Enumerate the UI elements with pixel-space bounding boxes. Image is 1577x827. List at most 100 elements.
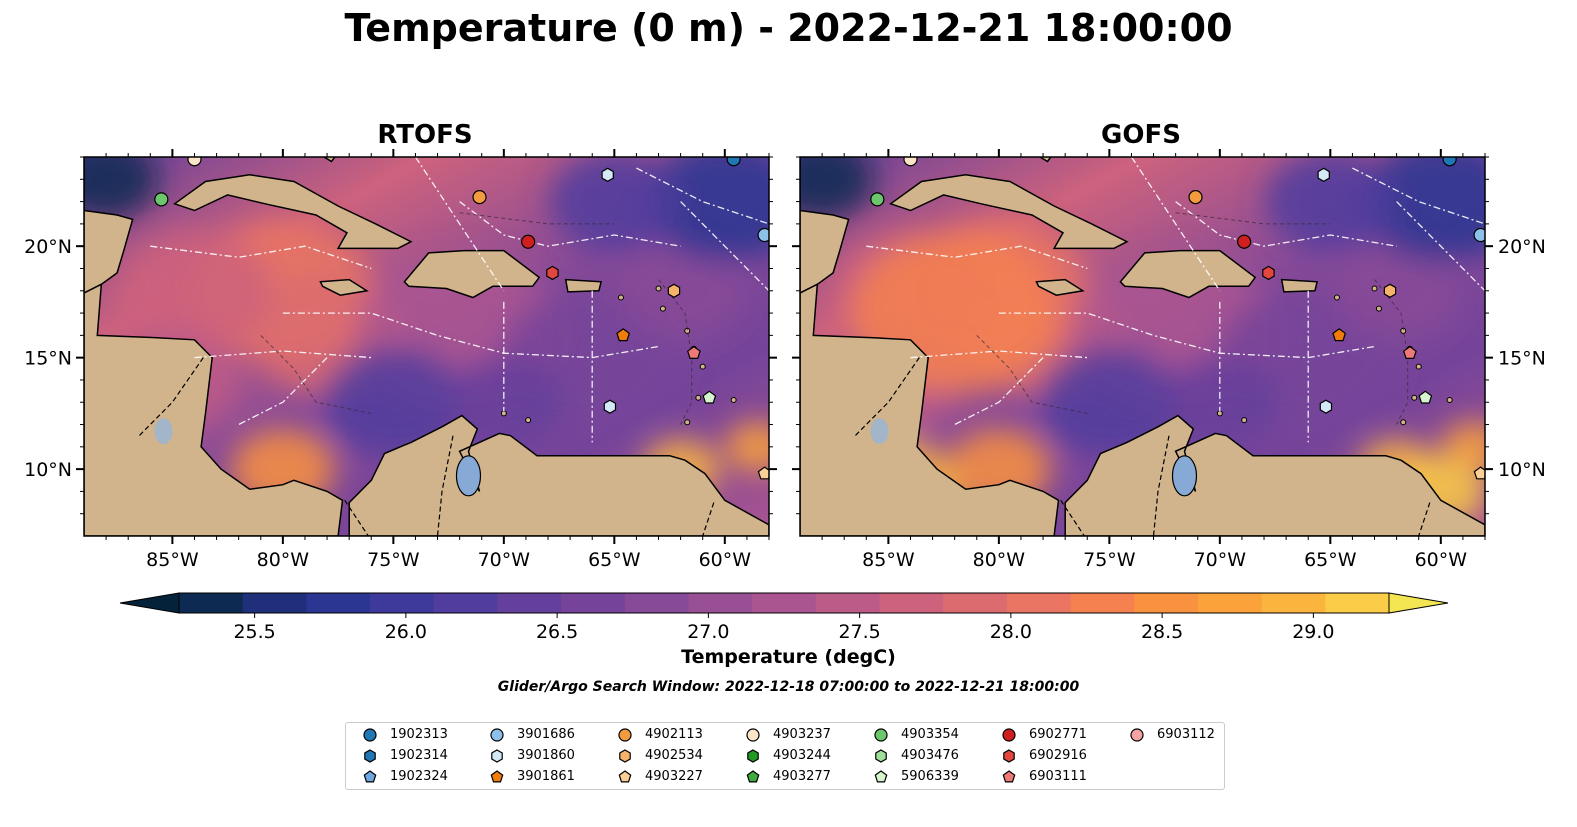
argo-marker-4903227: [757, 466, 769, 480]
colorbar-segment: [1134, 593, 1199, 613]
colorbar-segment: [242, 593, 307, 613]
colorbar-segment: [943, 593, 1008, 613]
colorbar-segment: [1261, 593, 1326, 613]
argo-marker-6902916: [546, 265, 559, 281]
argo-marker-3901686: [757, 227, 769, 243]
circle-marker-icon: [618, 728, 632, 742]
legend-label: 6902771: [1029, 727, 1087, 742]
colorbar-segment: [624, 593, 689, 613]
panel-title-rtofs: RTOFS: [377, 120, 473, 150]
map-panel-rtofs: 85°W 80°W 75°W 70°W 65°W 60°W 20°N 15°N 10°N: [24, 149, 777, 571]
colorbar-segment: [688, 593, 753, 613]
argo-marker-4903237: [903, 157, 918, 167]
hexagon-marker-icon: [747, 749, 759, 763]
lon-tick-label: 80°W: [973, 549, 1026, 571]
argo-marker-4902534: [1383, 283, 1397, 298]
legend-label: 3901860: [517, 748, 575, 763]
circle-marker-icon: [363, 728, 377, 742]
argo-marker-5906339: [702, 390, 717, 404]
colorbar-segment: [1197, 593, 1263, 613]
argo-marker-6902771: [521, 234, 536, 249]
figure-title: Temperature (0 m) - 2022-12-21 18:00:00: [344, 6, 1233, 50]
map-figure: 85°W 80°W 75°W 70°W 65°W 60°W 20°N 15°N 10°N 85°W…: [24, 149, 1546, 640]
argo-marker-4903354: [870, 192, 885, 207]
pentagon-marker-icon: [363, 770, 377, 783]
argo-marker-3901861: [616, 328, 631, 342]
colorbar-segment: [306, 593, 371, 613]
argo-marker-1902313: [726, 157, 741, 167]
legend-label: 6903111: [1029, 769, 1087, 784]
legend-label: 6902916: [1029, 748, 1087, 763]
colorbar-tick-label: 26.5: [536, 621, 578, 640]
lon-tick-label: 60°W: [1415, 549, 1468, 571]
argo-marker-3901686: [1473, 227, 1485, 243]
lon-tick-label: 70°W: [1194, 549, 1247, 571]
legend-label: 4903237: [773, 727, 831, 742]
legend-label: 4903277: [773, 769, 831, 784]
colorbar-segment: [1325, 593, 1390, 613]
colorbar-tick-label: 29.0: [1292, 621, 1334, 640]
legend-label: 1902314: [390, 748, 448, 763]
lon-tick-label: 70°W: [478, 549, 531, 571]
colorbar-tick-label: 27.0: [687, 621, 729, 640]
argo-marker-4903227: [1473, 466, 1485, 480]
colorbar-segment: [497, 593, 562, 613]
hexagon-marker-icon: [491, 749, 503, 763]
lat-tick-label: 20°N: [1498, 236, 1546, 258]
argo-marker-5906339: [1418, 390, 1433, 404]
argo-marker-4902534: [667, 283, 681, 298]
argo-marker-3901861: [1332, 328, 1347, 342]
pentagon-marker-icon: [874, 770, 888, 783]
argo-marker-3901860: [1317, 167, 1330, 182]
colorbar-segment: [179, 593, 244, 613]
legend-label: 4903476: [901, 748, 959, 763]
lon-tick-label: 75°W: [367, 549, 420, 571]
colorbar-tick-label: 25.5: [233, 621, 275, 640]
colorbar-tick-label: 26.0: [385, 621, 427, 640]
search-window-text: Glider/Argo Search Window: 2022-12-18 07…: [497, 679, 1080, 695]
legend-label: 4903244: [773, 748, 831, 763]
argo-marker-4902113: [472, 190, 487, 205]
colorbar-segment: [1070, 593, 1135, 613]
legend-label: 4903227: [645, 769, 703, 784]
legend-label: 4902113: [645, 727, 703, 742]
argo-marker-4903354: [154, 192, 169, 207]
lat-tick-label: 15°N: [24, 348, 72, 370]
hexagon-marker-icon: [875, 749, 887, 763]
colorbar-segment: [433, 593, 498, 613]
lat-tick-label: 20°N: [24, 236, 72, 258]
legend-label: 1902324: [390, 769, 448, 784]
argo-marker-6903111: [686, 345, 701, 359]
legend-label: 4902534: [645, 748, 703, 763]
panel-title-gofs: GOFS: [1101, 120, 1181, 150]
argo-marker-3901860: [601, 167, 614, 182]
hexagon-marker-icon: [364, 749, 376, 763]
colorbar-segment: [752, 593, 817, 613]
colorbar-segment: [1006, 593, 1072, 613]
pentagon-marker-icon: [490, 770, 504, 783]
circle-marker-icon: [874, 728, 888, 742]
colorbar-tick-label: 27.5: [838, 621, 880, 640]
legend-label: 3901686: [517, 727, 575, 742]
lat-tick-label: 10°N: [1498, 459, 1546, 481]
lon-tick-label: 65°W: [1304, 549, 1357, 571]
colorbar: 25.5 26.0 26.5 27.0 27.5 28.0 28.5 29.0: [119, 592, 1449, 640]
legend-label: 5906339: [901, 769, 959, 784]
lon-tick-label: 80°W: [257, 549, 310, 571]
legend-label: 1902313: [390, 727, 448, 742]
hexagon-marker-icon: [1003, 749, 1015, 763]
lon-tick-label: 85°W: [862, 549, 915, 571]
argo-marker-3901860: [603, 399, 617, 414]
lon-tick-label: 65°W: [588, 549, 641, 571]
map-panel-gofs: 85°W 80°W 75°W 70°W 65°W 60°W 20°N 15°N 10°N: [792, 149, 1546, 571]
colorbar-tick-label: 28.0: [990, 621, 1032, 640]
argo-marker-4902113: [1188, 190, 1203, 205]
argo-marker-4903237: [187, 157, 202, 167]
argo-marker-6902916: [1262, 265, 1275, 281]
lat-tick-label: 10°N: [24, 459, 72, 481]
lon-tick-label: 75°W: [1083, 549, 1136, 571]
colorbar-tick-label: 28.5: [1141, 621, 1183, 640]
legend: 1902313 1902314 1902324 3901686 3901860 39018…: [345, 722, 1225, 790]
lon-tick-label: 85°W: [146, 549, 199, 571]
circle-marker-icon: [746, 728, 760, 742]
